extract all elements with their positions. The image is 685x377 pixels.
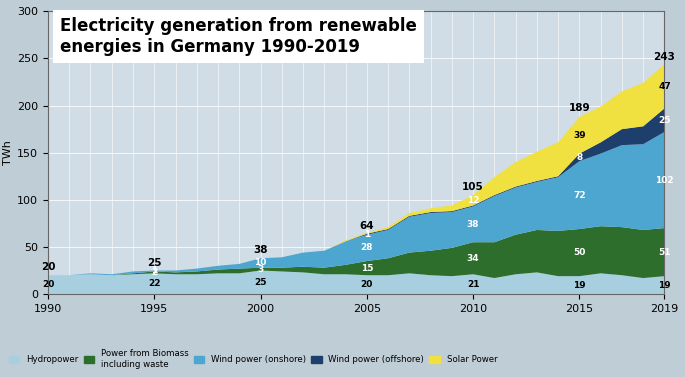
Text: 25: 25 [147, 257, 162, 268]
Text: 22: 22 [148, 279, 160, 288]
Text: 243: 243 [653, 52, 675, 62]
Text: 51: 51 [658, 248, 671, 257]
Text: 38: 38 [253, 245, 268, 256]
Text: 25: 25 [254, 278, 266, 287]
Text: 20: 20 [40, 262, 55, 273]
Text: 189: 189 [569, 103, 590, 113]
Legend: Hydropower, Power from Biomass
including waste, Wind power (onshore), Wind power: Hydropower, Power from Biomass including… [9, 349, 497, 369]
Text: 1: 1 [151, 267, 158, 276]
Text: 3: 3 [258, 265, 264, 274]
Text: 39: 39 [573, 131, 586, 140]
Text: 105: 105 [462, 182, 484, 192]
Text: 72: 72 [573, 191, 586, 199]
Text: 10: 10 [254, 259, 266, 267]
Text: 12: 12 [467, 196, 479, 205]
Text: 28: 28 [360, 244, 373, 252]
Text: 19: 19 [573, 280, 586, 290]
Text: 50: 50 [573, 248, 586, 257]
Text: 19: 19 [658, 280, 671, 290]
Text: 64: 64 [360, 221, 374, 231]
Text: 20: 20 [360, 280, 373, 289]
Text: 20: 20 [42, 280, 54, 289]
Text: 2: 2 [151, 268, 158, 277]
Text: 21: 21 [467, 280, 479, 289]
Text: 25: 25 [658, 116, 671, 125]
Text: 34: 34 [466, 254, 479, 263]
Text: 102: 102 [655, 176, 674, 184]
Text: 38: 38 [467, 220, 479, 229]
Y-axis label: TWh: TWh [3, 140, 13, 165]
Text: 8: 8 [576, 153, 582, 162]
Text: 15: 15 [360, 264, 373, 273]
Text: 47: 47 [658, 82, 671, 91]
Text: Electricity generation from renewable
energies in Germany 1990-2019: Electricity generation from renewable en… [60, 17, 417, 56]
Text: 1: 1 [364, 230, 370, 239]
